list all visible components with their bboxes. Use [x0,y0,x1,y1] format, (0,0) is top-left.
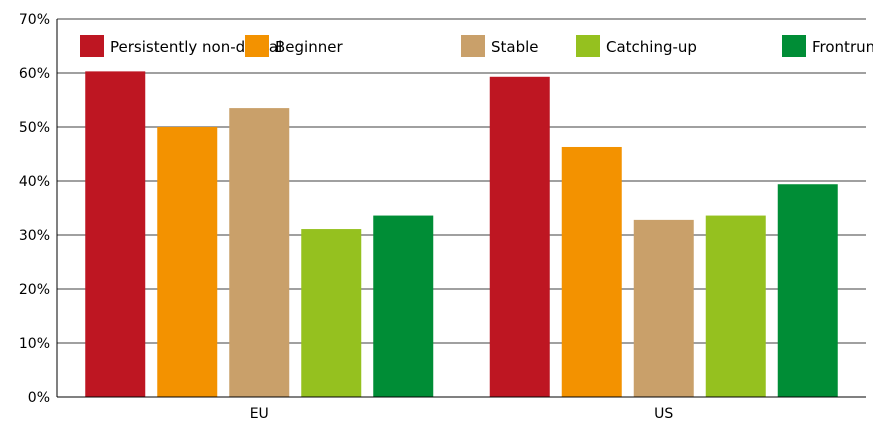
bar-us-stable [633,219,694,397]
legend-label: Stable [491,38,539,56]
legend-label: Persistently non-digital [110,38,282,56]
legend-label: Beginner [275,38,343,56]
legend-label: Frontrunner [812,38,873,56]
y-axis-ticks: 0% 10% 20% 30% 40% 50% 60% 70% [19,12,50,406]
y-tick-label: 10% [19,336,50,352]
y-tick-label: 30% [19,228,50,244]
bar-us-catching-up [705,215,766,397]
y-tick-label: 60% [19,66,50,82]
bar-eu-stable [229,108,290,397]
legend-swatch [782,35,806,57]
y-tick-label: 40% [19,174,50,190]
legend-swatch [80,35,104,57]
x-category-label: US [654,406,673,422]
legend-swatch [245,35,269,57]
bar-eu-frontrunner [373,215,434,397]
y-tick-label: 70% [19,12,50,28]
bar-eu-beginner [157,127,218,397]
y-tick-label: 0% [28,390,50,406]
legend-label: Catching-up [606,38,697,56]
bar-us-persistently-non-digital [489,76,550,397]
bar-us-frontrunner [777,184,838,397]
legend-swatch [461,35,485,57]
x-category-label: EU [250,406,269,422]
x-axis-categories: EU US [250,406,674,422]
bar-eu-catching-up [301,229,362,397]
bars [85,71,838,397]
bar-eu-persistently-non-digital [85,71,146,397]
legend-swatch [576,35,600,57]
y-tick-label: 50% [19,120,50,136]
y-tick-label: 20% [19,282,50,298]
bar-us-beginner [561,146,622,397]
